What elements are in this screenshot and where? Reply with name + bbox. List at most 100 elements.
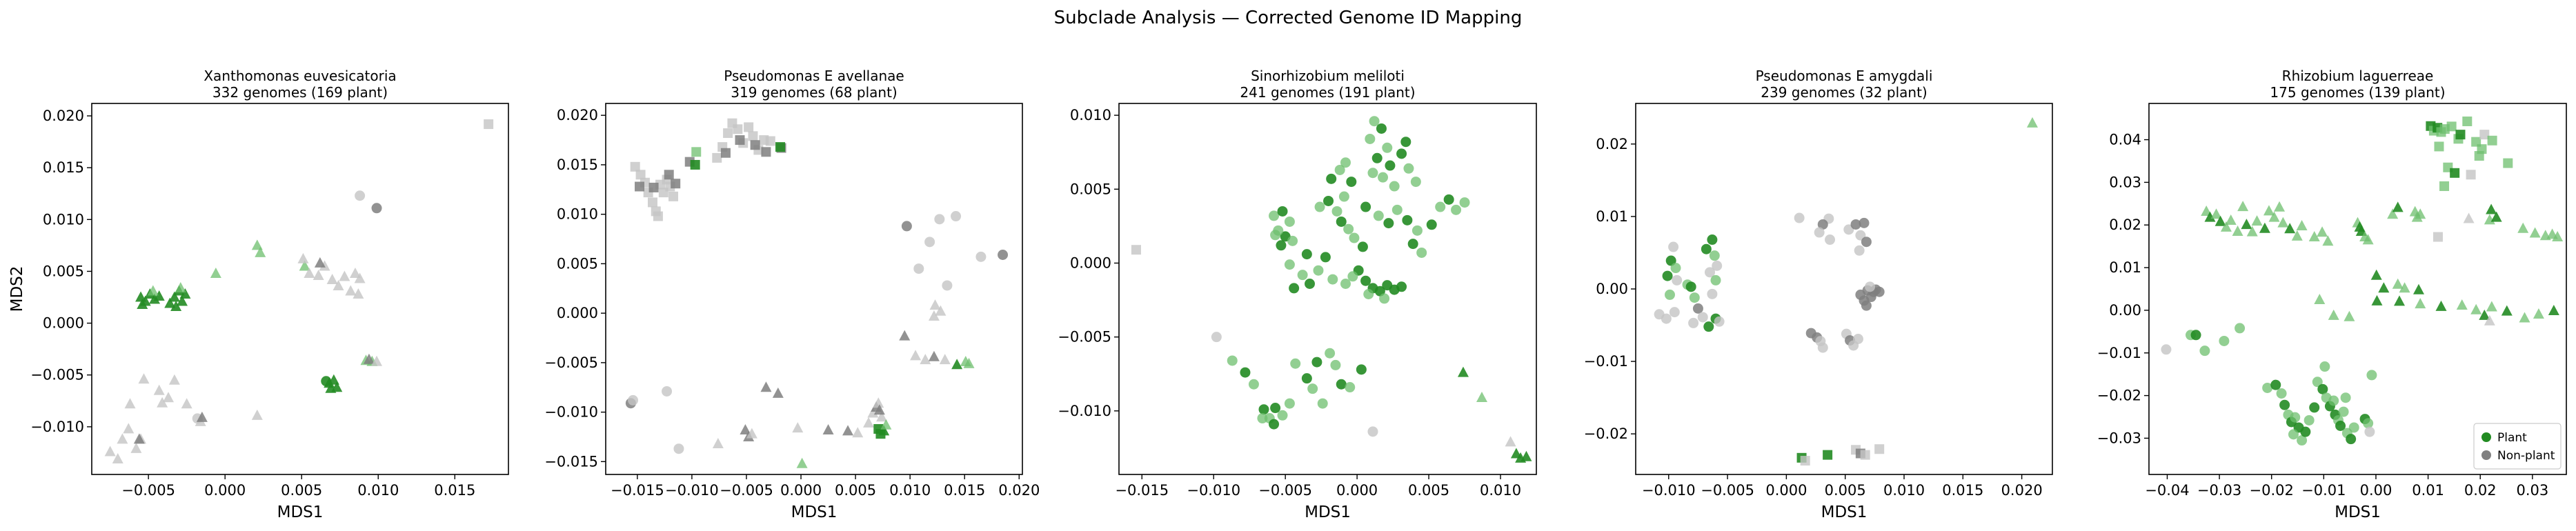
data-point [2303,414,2315,425]
data-point [2415,208,2426,219]
data-point [1874,444,1885,454]
data-point [2346,434,2357,445]
data-point [628,394,639,405]
data-point [2241,219,2252,230]
data-point [1305,278,1316,289]
data-point [2533,308,2544,319]
data-point [2392,201,2404,212]
x-tick-label: 0.005 [281,482,322,499]
data-point [1313,265,1324,276]
data-point [748,131,758,141]
y-tick-label: 0.000 [1070,254,1111,271]
data-point [951,211,962,222]
data-point [1331,206,1343,217]
data-point [104,445,116,457]
data-point [196,411,208,422]
data-point [2237,201,2249,212]
data-point [2328,395,2339,406]
data-point [2415,298,2426,309]
data-point [690,159,700,170]
data-point [1661,313,1672,324]
data-point [867,407,879,418]
x-axis: −0.010 −0.005 0.000 0.005 0.010 0.015 0.020 MDS… [1642,474,2043,521]
data-point [123,423,135,434]
y-tick-label: −0.02 [2097,388,2141,404]
data-point [1323,195,1334,206]
data-point [170,301,182,312]
data-point [1707,234,1718,246]
data-point [1396,148,1407,159]
data-point [746,428,757,439]
data-point [2335,421,2346,432]
data-point [319,260,330,271]
data-point [153,384,165,395]
data-point [1861,300,1872,311]
data-point [2463,212,2475,223]
data-point [168,291,180,302]
data-point [1367,168,1378,179]
data-point [2501,305,2513,316]
y-tick-label: −0.015 [544,453,598,470]
y-tick-label: 0.02 [2109,217,2141,233]
data-point [345,285,357,296]
data-point [935,305,947,316]
data-point [2471,137,2481,147]
data-point [2251,215,2263,226]
data-point [2435,300,2447,311]
data-point [1692,303,1703,314]
data-point [712,438,724,449]
legend-label: Non-plant [2497,449,2555,463]
data-point [1714,316,1725,327]
data-point [2026,117,2038,128]
data-point [484,119,494,130]
data-point [1710,274,1721,285]
data-point [2220,221,2232,232]
data-point [112,452,123,463]
data-point [168,374,180,385]
data-point [2270,379,2281,390]
data-point [2291,230,2303,241]
x-tick-label: −0.04 [2145,482,2189,499]
data-point [1396,281,1407,292]
data-point [2312,377,2323,388]
x-tick-label: −0.005 [121,482,175,499]
subplot-subtitle: 319 genomes (68 plant) [731,84,897,101]
x-tick-label: 0.005 [835,482,876,499]
x-tick-label: 0.010 [889,482,931,499]
y-tick-label: 0.010 [43,211,84,228]
data-point [1457,366,1469,377]
data-point [2433,232,2443,242]
data-point [2277,217,2289,228]
data-point [2503,158,2513,168]
data-point [1451,204,1462,215]
data-point [673,443,684,454]
data-point [2378,282,2390,293]
data-point [942,280,953,291]
data-point [2314,293,2326,304]
y-tick-label: 0.020 [43,108,84,124]
data-point [2548,305,2559,316]
data-point [1287,235,1298,246]
data-point [1227,355,1238,366]
y-tick-label: 0.020 [557,107,598,123]
data-point [363,353,375,364]
y-tick-label: 0.000 [43,315,84,332]
data-point [1817,219,1828,230]
data-point [153,290,165,301]
data-point [1435,201,1446,212]
data-point [2309,402,2320,413]
data-point [1411,225,1423,236]
x-axis-label: MDS1 [1305,503,1351,521]
data-point [325,382,337,393]
data-point [2322,235,2334,246]
y-axis: −0.010 −0.005 0.000 0.005 0.010 [1058,107,1119,419]
data-point [2276,388,2287,399]
data-point [723,128,733,139]
data-point [2394,295,2405,306]
data-point [998,250,1009,261]
data-point [1712,260,1723,271]
y-tick-label: −0.010 [30,419,84,435]
data-point [2219,335,2230,346]
